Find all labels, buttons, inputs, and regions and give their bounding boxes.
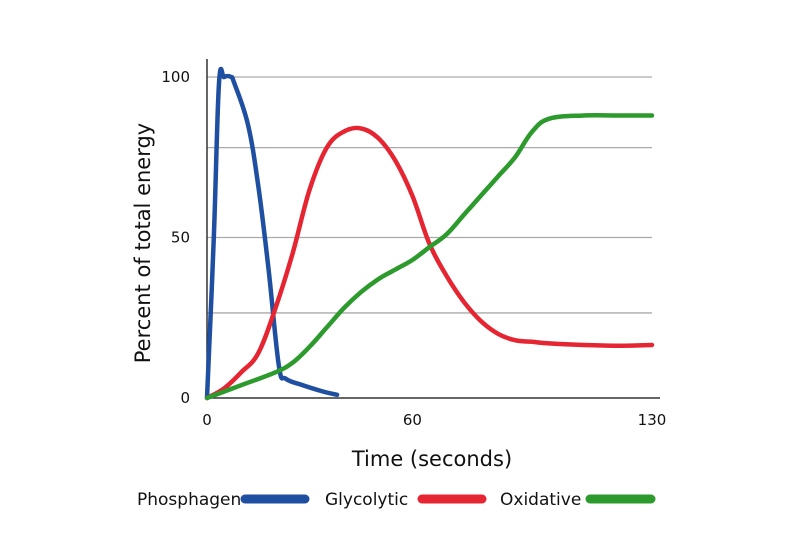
series-line-glycolytic: [204, 125, 655, 401]
tick-labels: 0 50 100 0 60 130: [161, 68, 666, 429]
series-line-oxidative: [204, 112, 655, 401]
gridlines: [207, 76, 652, 314]
y-tick-label-50: 50: [171, 229, 190, 247]
legend-label-oxidative: Oxidative: [500, 490, 581, 510]
legend: Phosphagen Glycolytic Oxidative: [137, 490, 656, 510]
series-line-phosphagen: [204, 66, 340, 401]
legend-label-glycolytic: Glycolytic: [325, 490, 408, 510]
series-lines: [204, 66, 655, 401]
legend-label-phosphagen: Phosphagen: [137, 490, 241, 510]
x-tick-label-60: 60: [403, 411, 422, 429]
x-tick-label-0: 0: [202, 411, 212, 429]
x-axis-title: Time (seconds): [351, 447, 512, 471]
x-tick-label-130: 130: [638, 411, 667, 429]
axes: [206, 59, 660, 399]
y-tick-label-100: 100: [161, 68, 190, 86]
y-tick-label-0: 0: [180, 389, 190, 407]
y-axis-title: Percent of total energy: [131, 123, 155, 363]
